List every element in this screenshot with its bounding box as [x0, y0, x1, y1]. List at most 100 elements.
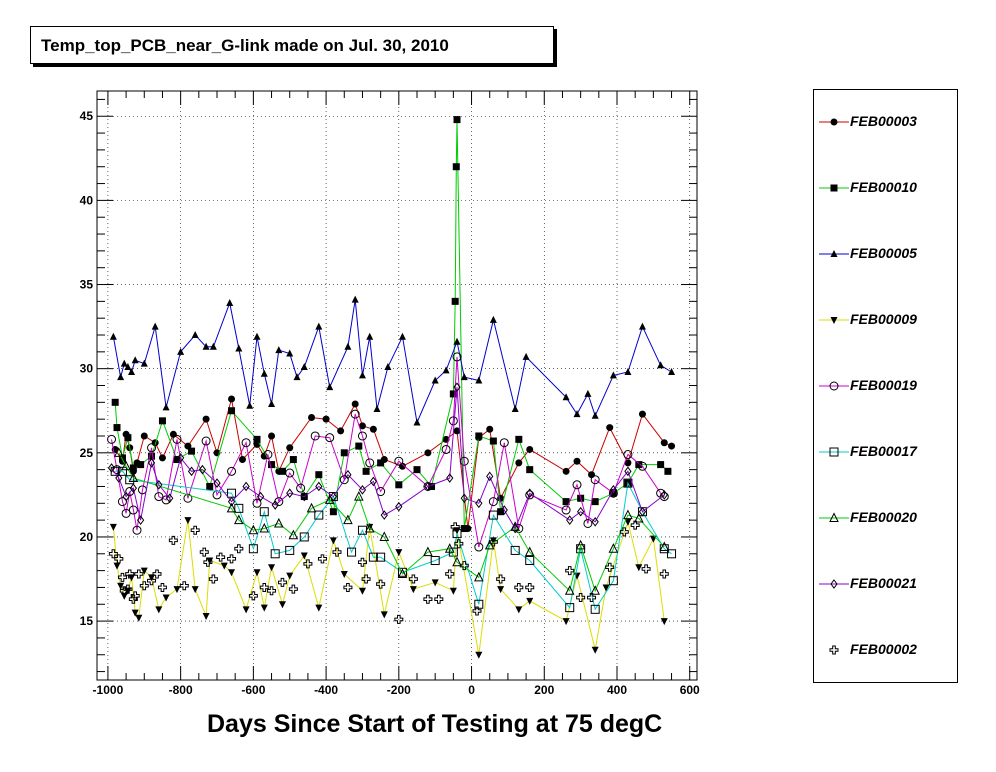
- data-point-FEB00002: [199, 547, 209, 557]
- data-point-FEB00017: [299, 532, 309, 542]
- x-tick-label: -400: [314, 683, 338, 697]
- data-point-FEB00021: [286, 488, 294, 499]
- data-point-FEB00002: [119, 586, 129, 596]
- data-point-FEB00019: [154, 492, 164, 502]
- data-point-FEB00005: [522, 352, 530, 360]
- data-point-FEB00002: [434, 594, 444, 604]
- data-point-FEB00002: [288, 584, 298, 594]
- series-FEB00019: [107, 352, 669, 552]
- legend-label: FEB00019: [850, 377, 917, 393]
- y-tick-label: 40: [80, 193, 94, 207]
- data-point-FEB00005: [584, 389, 592, 397]
- data-point-FEB00020: [128, 472, 139, 483]
- data-point-FEB00017: [667, 549, 677, 559]
- data-point-FEB00009: [148, 574, 156, 582]
- data-point-FEB00005: [109, 332, 117, 340]
- data-point-FEB00009: [128, 574, 136, 582]
- legend-label: FEB00020: [850, 509, 917, 525]
- data-point-FEB00020: [364, 522, 375, 533]
- data-point-FEB00003: [202, 415, 210, 423]
- data-point-FEB00002: [423, 594, 433, 604]
- data-point-FEB00005: [293, 373, 301, 381]
- data-point-FEB00021: [137, 515, 145, 525]
- data-point-FEB00002: [343, 582, 353, 592]
- data-point-FEB00019: [590, 475, 600, 485]
- data-point-FEB00021: [591, 516, 599, 527]
- data-point-FEB00021: [660, 490, 668, 500]
- data-point-FEB00017: [117, 466, 127, 476]
- data-point-FEB00009: [113, 562, 121, 570]
- data-point-FEB00005: [128, 368, 136, 376]
- data-point-FEB00003: [624, 459, 632, 467]
- data-point-FEB00009: [624, 518, 632, 526]
- data-point-FEB00010: [329, 508, 337, 516]
- data-point-FEB00009: [131, 609, 139, 617]
- y-tick-label: 45: [80, 109, 94, 123]
- data-point-FEB00017: [452, 529, 462, 539]
- data-point-FEB00002: [565, 566, 575, 576]
- legend-label: FEB00010: [850, 179, 917, 195]
- data-point-FEB00005: [453, 337, 461, 345]
- data-point-FEB00005: [373, 405, 381, 413]
- data-point-FEB00017: [376, 552, 386, 562]
- data-point-FEB00005: [366, 332, 374, 340]
- legend-item-FEB00009: FEB00009: [814, 305, 959, 335]
- data-point-FEB00019: [263, 449, 273, 459]
- data-point-FEB00017: [430, 556, 440, 566]
- data-point-FEB00010: [413, 466, 421, 474]
- data-point-FEB00010: [137, 461, 145, 469]
- data-point-FEB00005: [591, 411, 599, 419]
- data-point-FEB00021: [300, 491, 308, 502]
- legend-swatch: [819, 118, 849, 126]
- data-point-FEB00005: [657, 361, 665, 369]
- series-layer: [107, 116, 677, 659]
- data-point-FEB00017: [659, 544, 669, 554]
- data-point-FEB00021: [446, 473, 454, 483]
- data-point-FEB00005: [226, 299, 234, 307]
- legend-item-FEB00005: FEB00005: [814, 239, 959, 269]
- data-point-FEB00002: [277, 577, 287, 587]
- data-point-FEB00020: [474, 571, 484, 582]
- data-point-FEB00003: [308, 413, 316, 421]
- data-point-FEB00019: [623, 449, 633, 459]
- data-point-FEB00005: [326, 383, 334, 391]
- data-point-FEB00005: [624, 368, 632, 376]
- data-point-FEB00021: [424, 481, 432, 492]
- data-point-FEB00005: [562, 393, 570, 401]
- data-point-FEB00005: [358, 371, 366, 379]
- data-point-FEB00019: [459, 456, 469, 466]
- x-tick-label: -800: [169, 683, 193, 697]
- data-point-FEB00021: [395, 501, 403, 512]
- data-point-FEB00021: [198, 464, 207, 475]
- data-point-FEB00021: [638, 506, 647, 517]
- data-point-FEB00019: [583, 518, 593, 528]
- data-point-FEB00021: [155, 479, 163, 490]
- data-point-FEB00005: [260, 369, 268, 377]
- data-point-FEB00020: [354, 490, 364, 501]
- data-point-FEB00005: [300, 362, 308, 370]
- data-point-FEB00002: [376, 579, 386, 589]
- data-point-FEB00002: [125, 569, 135, 579]
- data-point-FEB00010: [129, 464, 137, 472]
- data-point-FEB00005: [638, 322, 646, 330]
- data-point-FEB00020: [423, 546, 433, 557]
- data-point-FEB00005: [489, 315, 497, 323]
- data-point-FEB00019: [365, 458, 375, 468]
- data-point-FEB00010: [111, 398, 119, 406]
- data-point-FEB00010: [515, 435, 523, 443]
- data-point-FEB00019: [350, 409, 360, 419]
- data-point-FEB00009: [635, 564, 643, 572]
- legend-item-FEB00020: FEB00020: [814, 503, 959, 533]
- data-point-FEB00010: [355, 442, 363, 450]
- data-point-FEB00019: [147, 443, 157, 453]
- data-point-FEB00010: [475, 432, 483, 440]
- data-point-FEB00002: [248, 591, 258, 601]
- data-point-FEB00020: [510, 521, 520, 531]
- data-point-FEB00002: [576, 593, 586, 603]
- data-point-FEB00002: [488, 537, 498, 547]
- data-point-FEB00017: [488, 510, 498, 520]
- data-point-FEB00019: [128, 505, 138, 515]
- data-point-FEB00005: [460, 373, 468, 381]
- data-point-FEB00020: [306, 502, 317, 513]
